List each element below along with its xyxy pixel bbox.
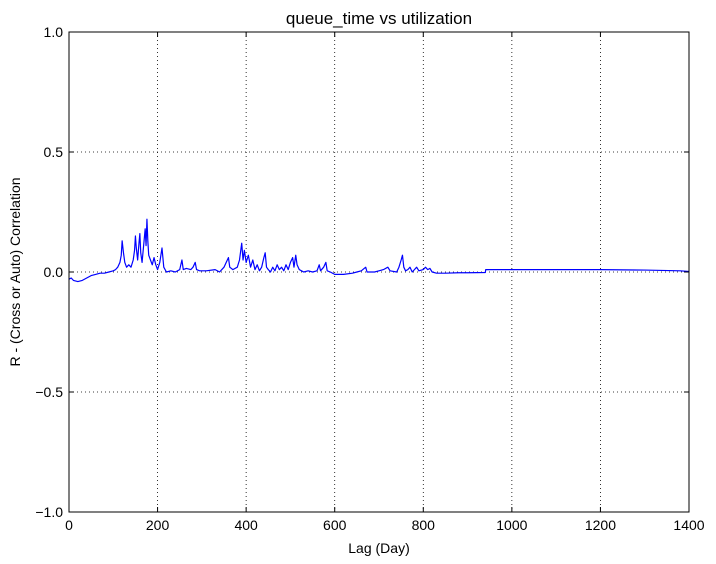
y-tick-label: 0.0 [44,264,64,280]
chart-title: queue_time vs utilization [286,9,472,28]
x-tick-label: 800 [412,517,436,533]
ticks: 0 200 400 600 800 1000 1200 1400 −1.0 −0.5 0.0 0.5 1… [35,24,704,533]
series-line [68,218,690,283]
x-tick-label: 200 [146,517,170,533]
series-layer [68,218,690,283]
x-tick-label: 400 [234,517,258,533]
y-axis-label: R - (Cross or Auto) Correlation [7,177,23,366]
x-tick-label: 1200 [585,517,616,533]
x-tick-label: 1400 [673,517,704,533]
y-tick-label: 0.5 [44,144,64,160]
grid [69,32,689,512]
x-axis-label: Lag (Day) [348,540,409,556]
x-tick-label: 0 [65,517,73,533]
x-tick-label: 1000 [496,517,527,533]
y-tick-label: −1.0 [35,504,63,520]
x-tick-label: 600 [323,517,347,533]
y-tick-label: 1.0 [44,24,64,40]
y-tick-label: −0.5 [35,384,63,400]
